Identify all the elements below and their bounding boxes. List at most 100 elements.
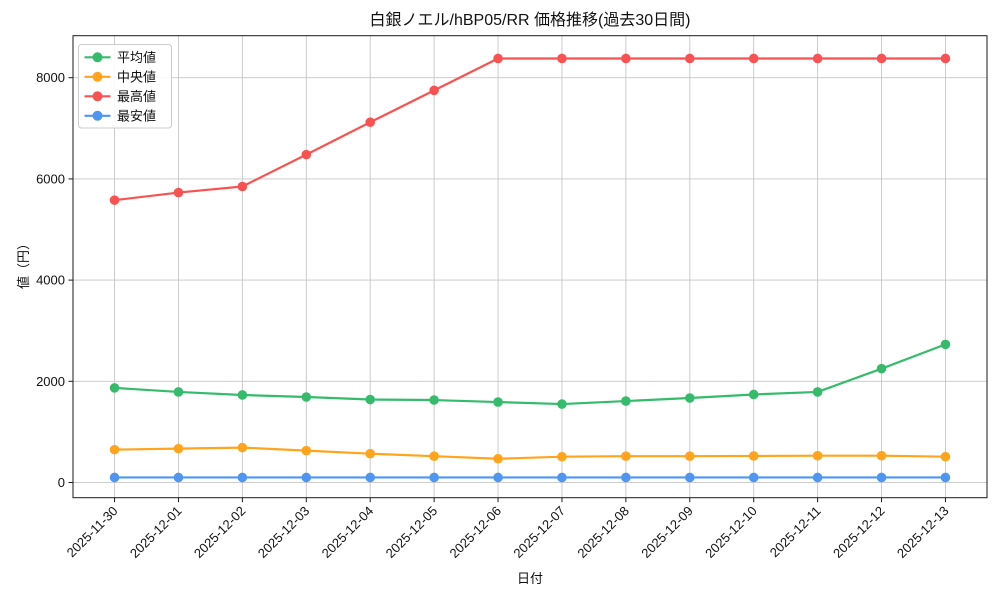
- y-tick-label: 6000: [36, 171, 65, 186]
- chart-title: 白銀ノエル/hBP05/RR 価格推移(過去30日間): [370, 11, 691, 29]
- data-point-median: [173, 443, 184, 454]
- x-tick-label: 2025-11-30: [64, 503, 121, 560]
- data-point-median: [365, 448, 376, 459]
- data-point-min: [493, 472, 503, 483]
- data-point-max: [876, 53, 887, 64]
- data-point-max: [365, 117, 376, 128]
- data-point-max: [109, 195, 120, 205]
- data-point-average: [621, 396, 631, 406]
- series-line-max: [114, 57, 946, 202]
- data-point-average: [557, 399, 567, 409]
- series-median-group: [109, 442, 951, 464]
- y-tick-label: 4000: [36, 273, 65, 288]
- data-point-average: [109, 383, 120, 393]
- data-point-min: [812, 472, 823, 483]
- data-point-min: [748, 472, 759, 483]
- data-point-min: [940, 472, 951, 483]
- data-point-median: [109, 444, 120, 455]
- legend-label: 平均値: [117, 50, 156, 65]
- legend-item-max: 最高値: [84, 89, 156, 104]
- data-point-min: [557, 472, 567, 483]
- data-point-min: [429, 472, 439, 483]
- data-point-average: [493, 397, 503, 407]
- data-point-min: [237, 472, 248, 483]
- data-point-median: [429, 451, 439, 462]
- legend-item-min: 最安値: [84, 108, 156, 123]
- x-tick-label: 2025-12-05: [383, 503, 441, 561]
- data-point-max: [493, 53, 503, 64]
- data-point-max: [173, 187, 184, 198]
- x-tick-label: 2025-12-01: [127, 503, 185, 561]
- data-point-median: [876, 450, 887, 461]
- data-point-median: [301, 445, 312, 456]
- legend-label: 最安値: [117, 108, 156, 123]
- series-line-average: [114, 343, 946, 406]
- legend-label: 最高値: [117, 89, 156, 104]
- data-point-max: [429, 85, 439, 96]
- data-point-min: [365, 472, 376, 483]
- series-line-median: [114, 446, 946, 460]
- data-point-average: [173, 387, 184, 397]
- data-point-average: [429, 395, 439, 405]
- x-tick-label: 2025-12-12: [830, 503, 888, 561]
- data-point-min: [301, 472, 312, 483]
- data-point-min: [173, 472, 184, 483]
- data-point-max: [812, 53, 823, 64]
- data-point-median: [940, 451, 951, 462]
- x-tick-label: 2025-12-11: [767, 503, 824, 560]
- data-point-average: [684, 393, 695, 403]
- data-point-max: [940, 53, 951, 64]
- grid-layer: [73, 35, 987, 498]
- legend-item-average: 平均値: [84, 50, 156, 65]
- x-tick-label: 2025-12-09: [638, 503, 696, 561]
- data-point-min: [876, 472, 887, 483]
- series-max-group: [109, 53, 951, 205]
- legend-label: 中央値: [117, 69, 156, 84]
- y-tick-label: 8000: [36, 70, 65, 85]
- data-point-median: [493, 453, 503, 464]
- data-point-min: [109, 472, 120, 483]
- x-axis-label: 日付: [517, 571, 543, 586]
- data-point-median: [812, 450, 823, 461]
- x-tick-label: 2025-12-06: [447, 503, 505, 561]
- y-axis-label: 値（円）: [16, 237, 31, 289]
- data-point-average: [940, 339, 951, 350]
- data-point-min: [621, 472, 631, 483]
- legend-marker: [92, 52, 103, 63]
- data-point-median: [237, 442, 248, 453]
- data-point-median: [621, 451, 631, 462]
- legend-marker: [92, 110, 103, 121]
- data-point-max: [621, 53, 631, 64]
- x-tick-label: 2025-12-07: [510, 503, 568, 561]
- series-layer: [109, 53, 951, 483]
- legend-box: [78, 44, 172, 129]
- data-point-average: [365, 394, 376, 405]
- data-point-max: [748, 53, 759, 64]
- data-point-max: [301, 149, 312, 160]
- x-tick-label: 2025-12-10: [702, 503, 760, 561]
- y-tick-label: 2000: [36, 374, 65, 389]
- data-point-median: [557, 451, 567, 462]
- data-point-average: [301, 392, 312, 402]
- data-point-average: [237, 390, 248, 400]
- data-point-max: [557, 53, 567, 64]
- series-average-group: [109, 339, 951, 409]
- x-tick-label: 2025-12-04: [319, 503, 377, 561]
- data-point-average: [748, 389, 759, 400]
- data-point-max: [237, 181, 248, 192]
- plot-border: [72, 35, 988, 499]
- data-point-average: [812, 387, 823, 397]
- x-tick-label: 2025-12-13: [894, 503, 952, 561]
- y-tick-label: 0: [58, 475, 65, 490]
- legend-marker: [92, 71, 103, 82]
- legend-marker: [92, 91, 103, 102]
- data-point-min: [684, 472, 695, 483]
- data-point-median: [684, 451, 695, 462]
- x-tick-label: 2025-12-02: [191, 503, 249, 561]
- x-tick-label: 2025-12-03: [255, 503, 313, 561]
- legend-item-median: 中央値: [84, 69, 156, 84]
- series-min-group: [109, 472, 951, 483]
